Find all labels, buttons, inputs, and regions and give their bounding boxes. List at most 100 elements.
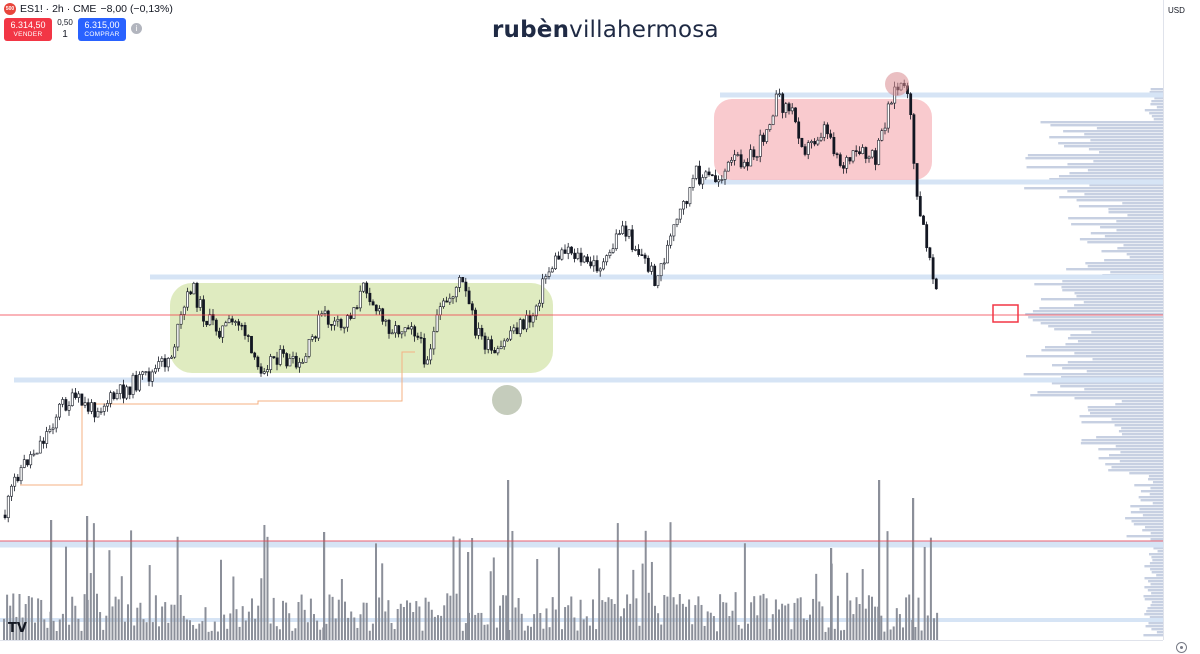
candle-body: [301, 362, 305, 364]
profile-bar: [1028, 316, 1163, 319]
volume-bar: [855, 597, 858, 640]
volume-bar: [861, 569, 864, 640]
volume-bar: [368, 630, 371, 640]
candle-body: [819, 136, 823, 141]
profile-bar: [1150, 568, 1163, 571]
candle-body: [122, 384, 125, 399]
candle-body: [64, 399, 68, 411]
volume-bar: [353, 617, 356, 640]
volume-bar: [40, 599, 43, 640]
candle-body: [560, 249, 564, 260]
volume-bar: [790, 629, 793, 640]
volume-bar: [871, 596, 873, 640]
buy-label: COMPRAR: [84, 31, 120, 38]
candle-body: [83, 402, 87, 406]
volume-bar: [564, 607, 567, 640]
candle-body: [816, 139, 820, 145]
candle-body: [512, 327, 516, 332]
info-icon[interactable]: i: [131, 23, 142, 34]
volume-bar: [582, 619, 585, 640]
profile-bar: [1074, 292, 1163, 295]
volume-bar: [278, 629, 281, 640]
profile-bar: [1152, 559, 1163, 562]
candle-body: [109, 392, 113, 404]
profile-bar: [1153, 118, 1163, 121]
candle-body: [922, 215, 925, 225]
volume-bar: [331, 596, 334, 640]
volume-bar: [303, 609, 306, 640]
volume-bar: [92, 523, 95, 640]
candle-body: [170, 356, 173, 359]
candle-body: [682, 201, 685, 210]
profile-bar: [1149, 112, 1163, 115]
profile-bar: [1089, 184, 1163, 187]
candle-body: [864, 147, 868, 159]
profile-bar: [1083, 301, 1163, 304]
buy-button[interactable]: 6.315,00 COMPRAR: [78, 18, 126, 41]
spread-quantity: 0,50 1: [57, 18, 73, 40]
volume-bar: [89, 573, 92, 640]
volume-bar: [750, 602, 753, 640]
volume-bar: [251, 598, 253, 640]
volume-bar: [756, 615, 759, 640]
settings-icon[interactable]: [1176, 642, 1187, 653]
profile-bar: [1090, 232, 1163, 235]
candle-body: [797, 121, 801, 139]
profile-bar: [1115, 403, 1163, 406]
volume-bar: [743, 543, 746, 640]
candle-body: [918, 196, 922, 217]
volume-bar: [437, 615, 439, 640]
candle-body: [541, 278, 545, 304]
volume-bar: [499, 605, 501, 640]
candle-body: [826, 124, 829, 135]
volume-bar: [294, 628, 297, 640]
profile-bar: [1123, 244, 1163, 247]
profile-bar: [1027, 154, 1163, 157]
profile-bar: [1147, 589, 1163, 592]
candle-body: [480, 327, 484, 337]
sell-button[interactable]: 6.314,50 VENDER: [4, 18, 52, 41]
profile-bar: [1063, 130, 1163, 133]
profile-bar: [1144, 586, 1163, 589]
volume-bar: [189, 620, 191, 640]
currency-label[interactable]: USD: [1168, 6, 1185, 15]
candle-body: [19, 467, 23, 482]
profile-bar: [1079, 238, 1163, 241]
volume-bar: [579, 599, 582, 640]
candle-body: [771, 115, 775, 125]
profile-bar: [1074, 352, 1163, 355]
candle-body: [538, 302, 541, 307]
candle-body: [294, 355, 298, 368]
candle-body: [269, 356, 273, 370]
volume-bar: [492, 557, 495, 640]
volume-bar: [647, 592, 650, 640]
volume-bar: [46, 627, 49, 640]
candle-body: [307, 339, 311, 357]
time-axis[interactable]: [0, 640, 1163, 654]
volume-bar: [244, 620, 247, 640]
volume-bar: [840, 630, 842, 640]
profile-bar: [1154, 97, 1163, 100]
candle-body: [813, 141, 817, 145]
tradingview-logo-icon[interactable]: TV: [8, 621, 27, 636]
candle-body: [310, 336, 314, 340]
candle-body: [464, 281, 468, 292]
candle-body: [416, 335, 420, 338]
quantity-value[interactable]: 1: [62, 29, 68, 40]
price-target-box: [992, 304, 1019, 323]
volume-bar: [809, 614, 811, 640]
profile-bar: [1122, 202, 1163, 205]
candle-body: [694, 165, 698, 179]
profile-bar: [1058, 175, 1163, 178]
symbol-title[interactable]: ES1! · 2h · CME: [20, 3, 97, 15]
profile-bar: [1088, 409, 1163, 412]
profile-bar: [1130, 511, 1163, 514]
profile-bar: [1116, 220, 1163, 223]
volume-bar: [570, 596, 573, 640]
volume-bar: [182, 615, 185, 640]
price-axis[interactable]: [1163, 0, 1200, 640]
candle-body: [182, 306, 186, 315]
candle-body: [195, 282, 199, 308]
